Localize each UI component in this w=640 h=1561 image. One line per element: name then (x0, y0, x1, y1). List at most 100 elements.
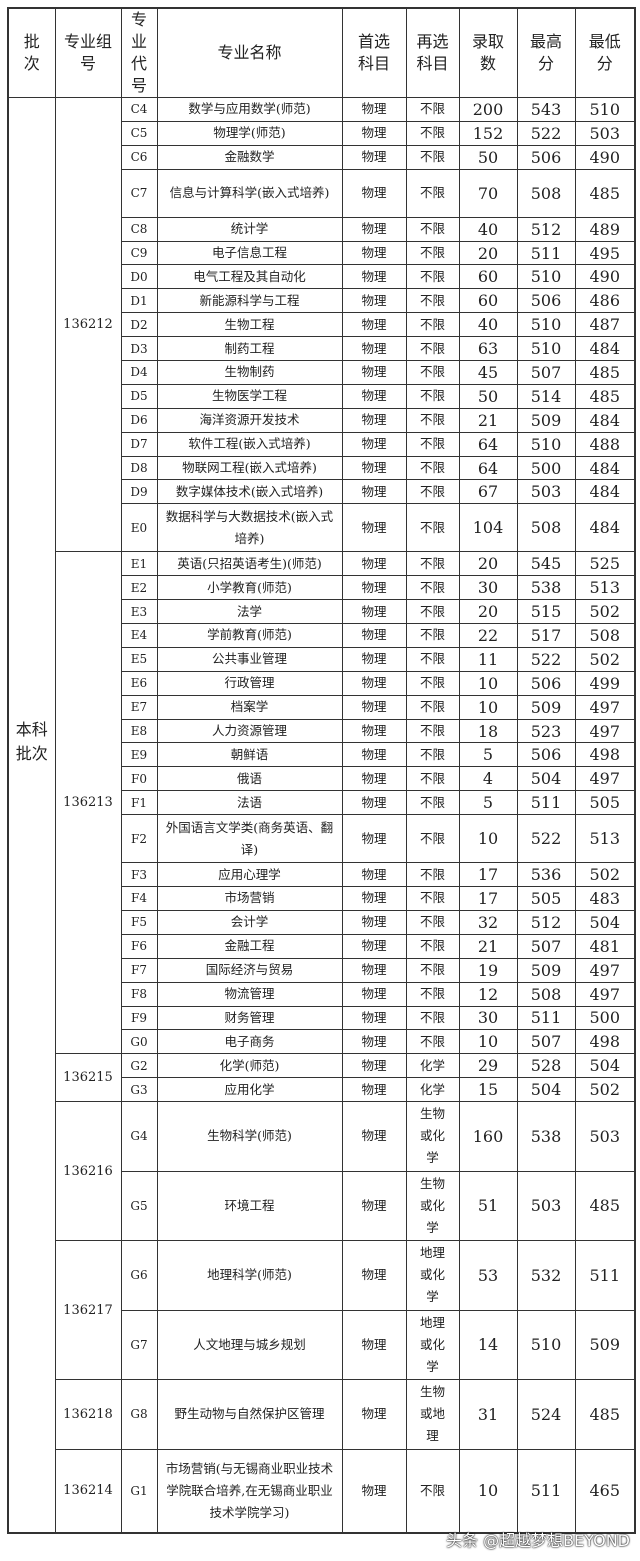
major-name-cell: 物流管理 (156, 981, 343, 1007)
second-subject-cell: 不限 (405, 551, 460, 577)
header-first-subject: 首选科目 (341, 7, 407, 98)
major-code-cell: C4 (120, 97, 158, 122)
admit-count-cell: 60 (458, 288, 518, 314)
admit-count-cell: 40 (458, 312, 518, 338)
admit-count-cell: 32 (458, 909, 518, 935)
header-max-score: 最高分 (516, 7, 576, 98)
major-name-cell: 软件工程(嵌入式培养) (156, 431, 343, 457)
admit-count-cell: 30 (458, 1005, 518, 1031)
min-score-cell: 485 (574, 168, 636, 218)
major-code-cell: G7 (120, 1309, 158, 1381)
second-subject-cell: 不限 (405, 790, 460, 816)
major-code-cell: G3 (120, 1077, 158, 1103)
min-score-cell: 525 (574, 551, 636, 577)
admit-count-cell: 17 (458, 886, 518, 911)
table-row: 136218 G8 野生动物与自然保护区管理 物理 生物或地理 31 524 48… (8, 1379, 636, 1450)
major-code-cell: G8 (120, 1379, 158, 1450)
table-row: E9 朝鲜语 物理 不限 5 506 498 (8, 742, 636, 768)
admit-count-cell: 104 (458, 503, 518, 553)
second-subject-cell: 不限 (405, 909, 460, 935)
major-name-cell: 行政管理 (156, 670, 343, 696)
max-score-cell: 509 (516, 694, 576, 720)
first-subject-cell: 物理 (341, 694, 407, 720)
max-score-cell: 514 (516, 383, 576, 409)
max-score-cell: 512 (516, 216, 576, 242)
min-score-cell: 485 (574, 360, 636, 385)
max-score-cell: 522 (516, 814, 576, 864)
major-name-cell: 市场营销 (156, 886, 343, 911)
major-name-cell: 财务管理 (156, 1005, 343, 1031)
first-subject-cell: 物理 (341, 1029, 407, 1055)
major-code-cell: E8 (120, 718, 158, 744)
max-score-cell: 509 (516, 407, 576, 433)
first-subject-cell: 物理 (341, 575, 407, 601)
second-subject-cell: 化学 (405, 1053, 460, 1079)
min-score-cell: 484 (574, 336, 636, 362)
major-code-cell: D9 (120, 479, 158, 505)
major-name-cell: 学前教育(师范) (156, 623, 343, 648)
header-row: 批次 专业组号 专业代号 专业名称 首选科目 再选科目 录取数 最高分 最低分 (7, 7, 636, 98)
second-subject-cell: 不限 (405, 933, 460, 959)
table-row: C9 电子信息工程 物理 不限 20 511 495 (8, 240, 636, 266)
admit-count-cell: 64 (458, 455, 518, 481)
first-subject-cell: 物理 (341, 336, 407, 362)
major-code-cell: C7 (120, 168, 158, 218)
table-row: F5 会计学 物理 不限 32 512 504 (8, 909, 636, 935)
admit-count-cell: 30 (458, 575, 518, 601)
header-group: 专业组号 (54, 7, 122, 98)
first-subject-cell: 物理 (341, 670, 407, 696)
first-subject-cell: 物理 (341, 1309, 407, 1381)
min-score-cell: 510 (574, 97, 636, 122)
group-id-cell: 136213 (54, 551, 122, 1055)
admit-count-cell: 152 (458, 120, 518, 146)
max-score-cell: 538 (516, 1101, 576, 1172)
table-row: F6 金融工程 物理 不限 21 507 481 (8, 933, 636, 959)
major-code-cell: G1 (120, 1448, 158, 1534)
major-code-cell: F8 (120, 981, 158, 1007)
first-subject-cell: 物理 (341, 1077, 407, 1103)
table-row: F4 市场营销 物理 不限 17 505 483 (8, 886, 636, 911)
major-name-cell: 生物工程 (156, 312, 343, 338)
major-code-cell: C9 (120, 240, 158, 266)
max-score-cell: 512 (516, 909, 576, 935)
table-row: E4 学前教育(师范) 物理 不限 22 517 508 (8, 623, 636, 648)
min-score-cell: 485 (574, 1170, 636, 1242)
second-subject-cell: 不限 (405, 360, 460, 385)
first-subject-cell: 物理 (341, 1240, 407, 1311)
table-row: E5 公共事业管理 物理 不限 11 522 502 (8, 646, 636, 672)
second-subject-cell: 化学 (405, 1077, 460, 1103)
admit-count-cell: 10 (458, 814, 518, 864)
major-code-cell: F5 (120, 909, 158, 935)
watermark: 头条 @超越梦想BEYOND (446, 1531, 630, 1550)
second-subject-cell: 不限 (405, 144, 460, 170)
min-score-cell: 500 (574, 1005, 636, 1031)
first-subject-cell: 物理 (341, 886, 407, 911)
major-code-cell: E0 (120, 503, 158, 553)
second-subject-cell: 不限 (405, 407, 460, 433)
first-subject-cell: 物理 (341, 1170, 407, 1242)
major-name-cell: 金融工程 (156, 933, 343, 959)
max-score-cell: 508 (516, 168, 576, 218)
min-score-cell: 513 (574, 814, 636, 864)
min-score-cell: 485 (574, 1379, 636, 1450)
second-subject-cell: 不限 (405, 455, 460, 481)
major-code-cell: D8 (120, 455, 158, 481)
group-id-cell: 136212 (54, 96, 122, 553)
group-id-cell: 136216 (54, 1101, 122, 1242)
major-name-cell: 外国语言文学类(商务英语、翻译) (156, 814, 343, 864)
second-subject-cell: 不限 (405, 599, 460, 625)
table-row: E0 数据科学与大数据技术(嵌入式培养) 物理 不限 104 508 484 (8, 503, 636, 553)
first-subject-cell: 物理 (341, 599, 407, 625)
major-name-cell: 环境工程 (156, 1170, 343, 1242)
second-subject-cell: 不限 (405, 288, 460, 314)
admit-count-cell: 200 (458, 97, 518, 122)
admit-count-cell: 5 (458, 742, 518, 768)
second-subject-cell: 不限 (405, 120, 460, 146)
min-score-cell: 502 (574, 646, 636, 672)
major-name-cell: 生物医学工程 (156, 383, 343, 409)
first-subject-cell: 物理 (341, 1101, 407, 1172)
min-score-cell: 502 (574, 862, 636, 888)
major-name-cell: 物联网工程(嵌入式培养) (156, 455, 343, 481)
major-name-cell: 俄语 (156, 766, 343, 792)
min-score-cell: 497 (574, 694, 636, 720)
